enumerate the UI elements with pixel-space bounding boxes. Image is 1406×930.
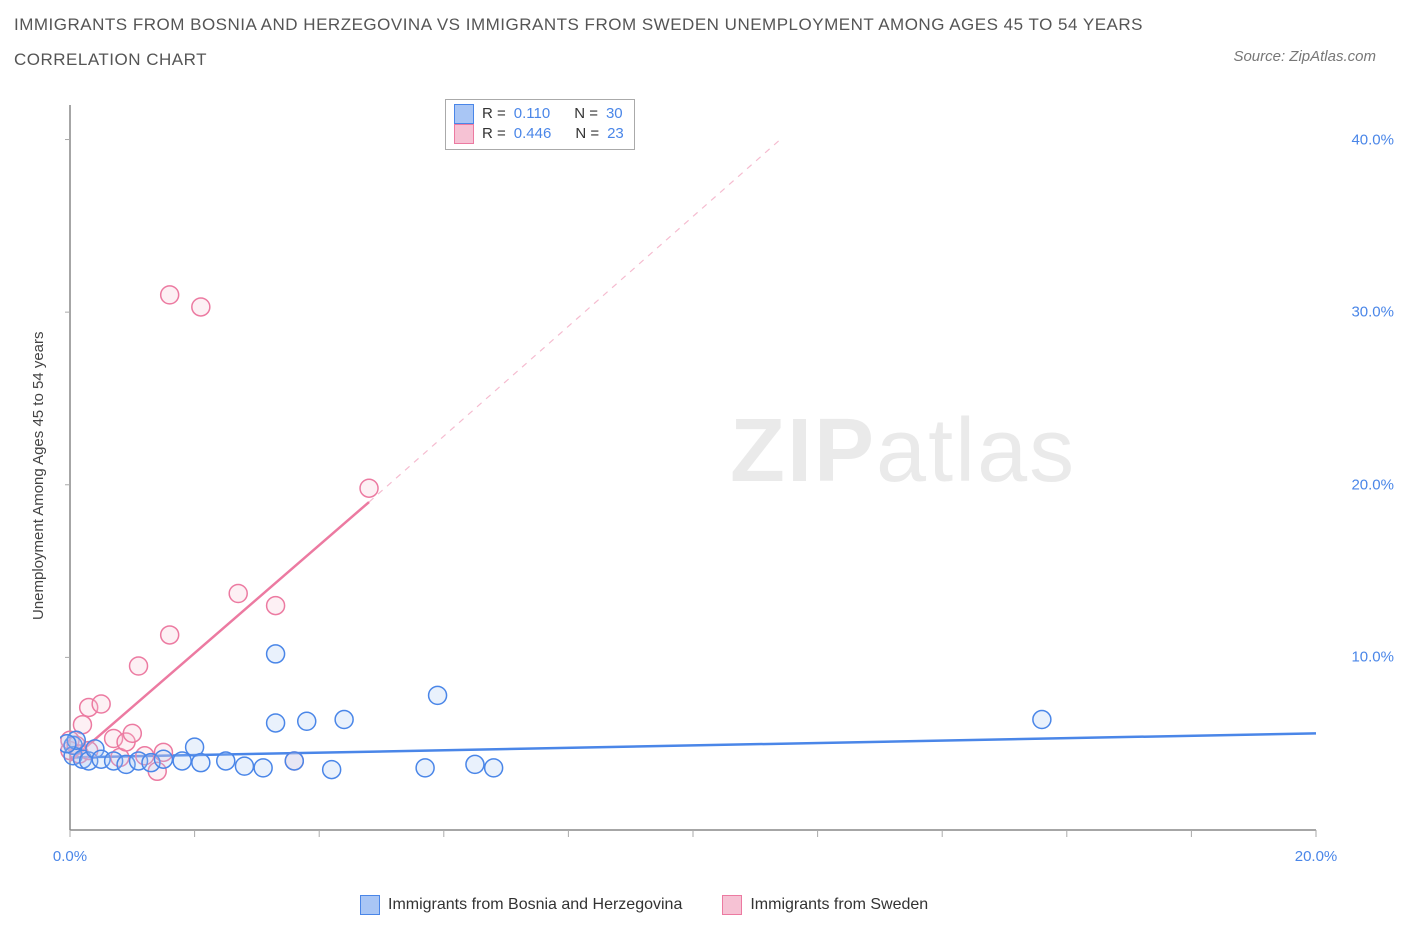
series-swatch <box>454 104 474 124</box>
legend-label: Immigrants from Sweden <box>750 896 928 914</box>
y-tick-label: 30.0% <box>1351 304 1394 321</box>
legend-item: Immigrants from Bosnia and Herzegovina <box>360 895 682 915</box>
chart-title-line1: IMMIGRANTS FROM BOSNIA AND HERZEGOVINA V… <box>14 15 1143 35</box>
stats-row: R = 0.110 N = 30 <box>454 104 624 124</box>
n-label: N = <box>575 124 599 144</box>
stats-row: R = 0.446 N = 23 <box>454 124 624 144</box>
legend-item: Immigrants from Sweden <box>722 895 928 915</box>
r-value: 0.110 <box>514 104 550 124</box>
n-label: N = <box>574 104 598 124</box>
y-tick-label: 40.0% <box>1351 131 1394 148</box>
n-value: 30 <box>606 104 623 124</box>
y-axis-label: Unemployment Among Ages 45 to 54 years <box>30 331 47 620</box>
series-swatch <box>722 895 742 915</box>
chart-title-line2: CORRELATION CHART <box>14 50 207 70</box>
r-label: R = <box>482 124 506 144</box>
y-tick-label: 10.0% <box>1351 649 1394 666</box>
correlation-stats-box: R = 0.110 N = 30 R = 0.446 N = 23 <box>445 99 635 150</box>
r-label: R = <box>482 104 506 124</box>
y-tick-label: 20.0% <box>1351 476 1394 493</box>
r-value: 0.446 <box>514 124 552 144</box>
x-tick-label: 20.0% <box>1295 848 1338 865</box>
source-attribution: Source: ZipAtlas.com <box>1233 48 1376 65</box>
n-value: 23 <box>607 124 624 144</box>
series-swatch <box>454 124 474 144</box>
x-tick-label: 0.0% <box>53 848 87 865</box>
plot-svg <box>60 95 1376 850</box>
series-swatch <box>360 895 380 915</box>
legend: Immigrants from Bosnia and Herzegovina I… <box>360 895 928 915</box>
scatter-plot <box>60 95 1376 850</box>
legend-label: Immigrants from Bosnia and Herzegovina <box>388 896 682 914</box>
